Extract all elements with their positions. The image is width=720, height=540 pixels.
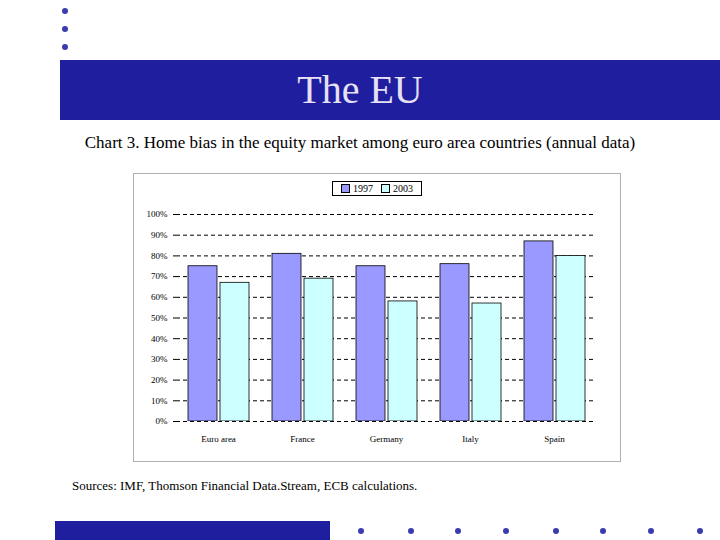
html-text:1997: 1997 <box>353 182 373 194</box>
svg-text:20%: 20% <box>151 375 168 385</box>
html-text:2003: 2003 <box>393 182 413 194</box>
svg-text:80%: 80% <box>151 251 168 261</box>
svg-text:40%: 40% <box>151 334 168 344</box>
svg-text:60%: 60% <box>151 292 168 302</box>
html-text:Sources: IMF, Thomson Financia: Sources: IMF, Thomson Financial Data.Str… <box>72 478 418 493</box>
svg-text:30%: 30% <box>151 354 168 364</box>
svg-text:Euro area: Euro area <box>201 434 236 444</box>
svg-text:70%: 70% <box>151 271 168 281</box>
svg-text:90%: 90% <box>151 230 168 240</box>
svg-text:100%: 100% <box>147 209 169 219</box>
svg-text:Spain: Spain <box>544 434 565 444</box>
svg-text:France: France <box>290 434 315 444</box>
svg-text:50%: 50% <box>151 313 168 323</box>
svg-text:0%: 0% <box>156 416 169 426</box>
html-text:Chart 3. Home bias in the equi: Chart 3. Home bias in the equity market … <box>84 133 636 152</box>
svg-text:Germany: Germany <box>370 434 404 444</box>
svg-text:Italy: Italy <box>462 434 479 444</box>
svg-text:10%: 10% <box>151 396 168 406</box>
html-text:The EU: The EU <box>297 67 423 112</box>
